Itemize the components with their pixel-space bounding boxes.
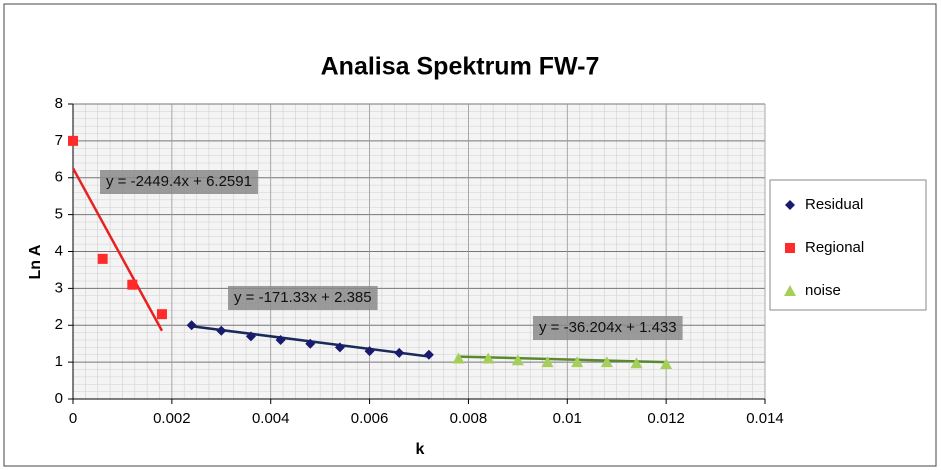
x-tick-label: 0 (69, 410, 77, 427)
x-tick-label: 0.014 (746, 410, 784, 427)
y-tick-label: 1 (55, 353, 63, 370)
x-tick-label: 0.004 (252, 410, 290, 427)
x-tick-label: 0.008 (450, 410, 488, 427)
x-tick-label: 0.01 (553, 410, 582, 427)
trendline-equation: y = -2449.4x + 6.2591 (106, 173, 252, 190)
legend-marker (785, 243, 795, 253)
y-axis-label: Ln A (27, 244, 44, 279)
legend-label: Regional (805, 239, 864, 256)
legend-label: Residual (805, 196, 863, 213)
chart: Analisa Spektrum FW-7 k Ln A 0 1 2 3 4 5 6 7 8 0 0… (0, 0, 941, 470)
y-tick-label: 8 (55, 95, 63, 112)
chart-title: Analisa Spektrum FW-7 (321, 53, 600, 81)
y-tick-label: 5 (55, 206, 63, 223)
x-axis-label: k (416, 441, 425, 458)
x-tick-label: 0.002 (153, 410, 191, 427)
y-tick-label: 7 (55, 132, 63, 149)
y-tick-label: 6 (55, 169, 63, 186)
point (127, 280, 137, 290)
x-tick-label: 0.012 (647, 410, 685, 427)
y-tick-label: 3 (55, 279, 63, 296)
trendline-equation: y = -36.204x + 1.433 (539, 319, 677, 336)
point (157, 309, 167, 319)
point (68, 136, 78, 146)
y-tick-label: 0 (55, 390, 63, 407)
point (98, 254, 108, 264)
trendline-equation: y = -171.33x + 2.385 (234, 289, 372, 306)
legend-label: noise (805, 282, 841, 299)
y-tick-label: 2 (55, 316, 63, 333)
x-tick-label: 0.006 (351, 410, 389, 427)
y-tick-label: 4 (55, 242, 63, 259)
